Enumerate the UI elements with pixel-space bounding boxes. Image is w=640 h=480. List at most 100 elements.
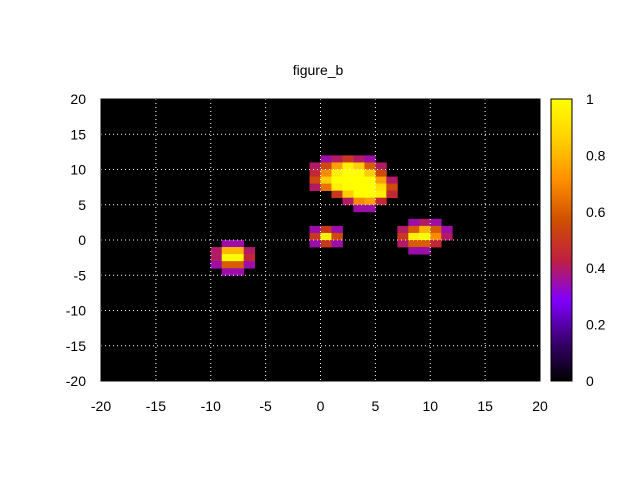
heatmap-cell	[353, 176, 365, 184]
heatmap-cell	[364, 176, 376, 184]
heatmap-cell	[397, 225, 409, 234]
heatmap-cell	[342, 183, 354, 192]
heatmap-cell	[375, 190, 387, 199]
heatmap-cell	[331, 232, 343, 241]
heatmap-cell	[353, 162, 365, 170]
heatmap-cell	[320, 183, 332, 192]
heatmap-cell	[430, 225, 442, 234]
y-tick-label: 15	[70, 126, 86, 142]
heatmap-cell	[331, 176, 343, 184]
heatmap-cell	[430, 218, 442, 227]
heatmap-cell	[364, 162, 376, 170]
x-axis-ticks: -20 -15 -10 -5 0 5 10 15 20	[91, 398, 548, 414]
heatmap-cell	[353, 197, 365, 206]
heatmap-cell	[408, 240, 420, 248]
heatmap-cell	[430, 232, 442, 241]
heatmap-cell	[331, 155, 343, 163]
heatmap-cell	[232, 261, 245, 269]
heatmap-cell	[331, 183, 343, 192]
colorbar	[550, 98, 573, 382]
heatmap-cell	[375, 183, 387, 192]
chart-title: figure_b	[293, 62, 344, 78]
y-tick-label: -20	[66, 373, 86, 389]
heatmap-cell	[397, 232, 409, 241]
heatmap-cell	[419, 232, 431, 241]
heatmap-cell	[342, 190, 354, 199]
x-tick-label: -10	[201, 398, 221, 414]
heatmap-cell	[342, 197, 354, 206]
heatmap-cell	[364, 204, 376, 213]
heatmap-cell	[353, 183, 365, 192]
heatmap-cell	[232, 247, 245, 255]
heatmap-cell	[441, 232, 453, 241]
x-tick-label: -5	[259, 398, 272, 414]
heatmap-cell	[320, 176, 332, 184]
heatmap-cell	[309, 162, 321, 170]
colorbar-tick-label: 0.2	[586, 317, 606, 333]
y-tick-label: -5	[74, 267, 87, 283]
colorbar-tick-label: 0.8	[586, 147, 606, 163]
heatmap-cell	[441, 225, 453, 234]
heatmap-cell	[386, 190, 398, 199]
heatmap-cell	[419, 247, 431, 255]
heatmap-cell	[364, 183, 376, 192]
y-tick-label: 0	[78, 232, 86, 248]
heatmap-cell	[221, 261, 234, 269]
heatmap-cell	[331, 169, 343, 177]
heatmap-cell	[331, 225, 343, 234]
heatmap-cell	[221, 254, 234, 262]
x-tick-label: 15	[477, 398, 493, 414]
heatmap-cell	[309, 232, 321, 241]
heatmap-cell	[353, 190, 365, 199]
heatmap-cell	[408, 247, 420, 255]
heatmap-cell	[375, 197, 387, 206]
heatmap-cell	[408, 225, 420, 234]
heatmap-cell	[364, 169, 376, 177]
heatmap-cell	[342, 176, 354, 184]
x-tick-label: -20	[91, 398, 111, 414]
heatmap-cell	[221, 240, 234, 248]
y-tick-label: 10	[70, 162, 86, 178]
heatmap-cell	[320, 232, 332, 241]
x-tick-label: 10	[422, 398, 438, 414]
heatmap-cell	[243, 254, 256, 262]
heatmap-cell	[364, 190, 376, 199]
heatmap-cell	[331, 190, 343, 199]
colorbar-tick-label: 0.4	[586, 260, 606, 276]
heatmap-cell	[408, 232, 420, 241]
heatmap-cell	[331, 162, 343, 170]
heatmap-cell	[210, 261, 223, 269]
heatmap-cell	[397, 240, 409, 248]
heatmap-cell	[375, 162, 387, 170]
x-tick-label: 20	[532, 398, 548, 414]
heatmap-cell	[243, 247, 256, 255]
plot-border	[100, 98, 541, 382]
heatmap-cell	[408, 218, 420, 227]
x-tick-label: -15	[146, 398, 166, 414]
y-axis-ticks: 20 15 10 5 0 -5 -10 -15 -20	[66, 91, 86, 389]
heatmap-cell	[309, 176, 321, 184]
heatmap-cell	[342, 155, 354, 163]
y-tick-label: 5	[78, 197, 86, 213]
heatmap-cell	[375, 176, 387, 184]
colorbar-ticks: 1 0.8 0.6 0.4 0.2 0	[586, 91, 606, 389]
heatmap-cell	[320, 155, 332, 163]
heatmap-cell	[342, 162, 354, 170]
heatmap-cell	[353, 155, 365, 163]
heatmap-cell	[221, 268, 234, 276]
heatmap-cell	[353, 169, 365, 177]
heatmap-cell	[210, 254, 223, 262]
heatmap-cell	[364, 197, 376, 206]
heatmap-cell	[375, 169, 387, 177]
heatmap-cell	[386, 183, 398, 192]
y-tick-label: -10	[66, 303, 86, 319]
x-tick-label: 0	[317, 398, 325, 414]
heatmap-cell	[331, 240, 343, 248]
heatmap-cells	[210, 155, 453, 276]
heatmap-cell	[243, 261, 256, 269]
heatmap-cell	[342, 169, 354, 177]
heatmap-cell	[364, 155, 376, 163]
heatmap-cell	[221, 247, 234, 255]
